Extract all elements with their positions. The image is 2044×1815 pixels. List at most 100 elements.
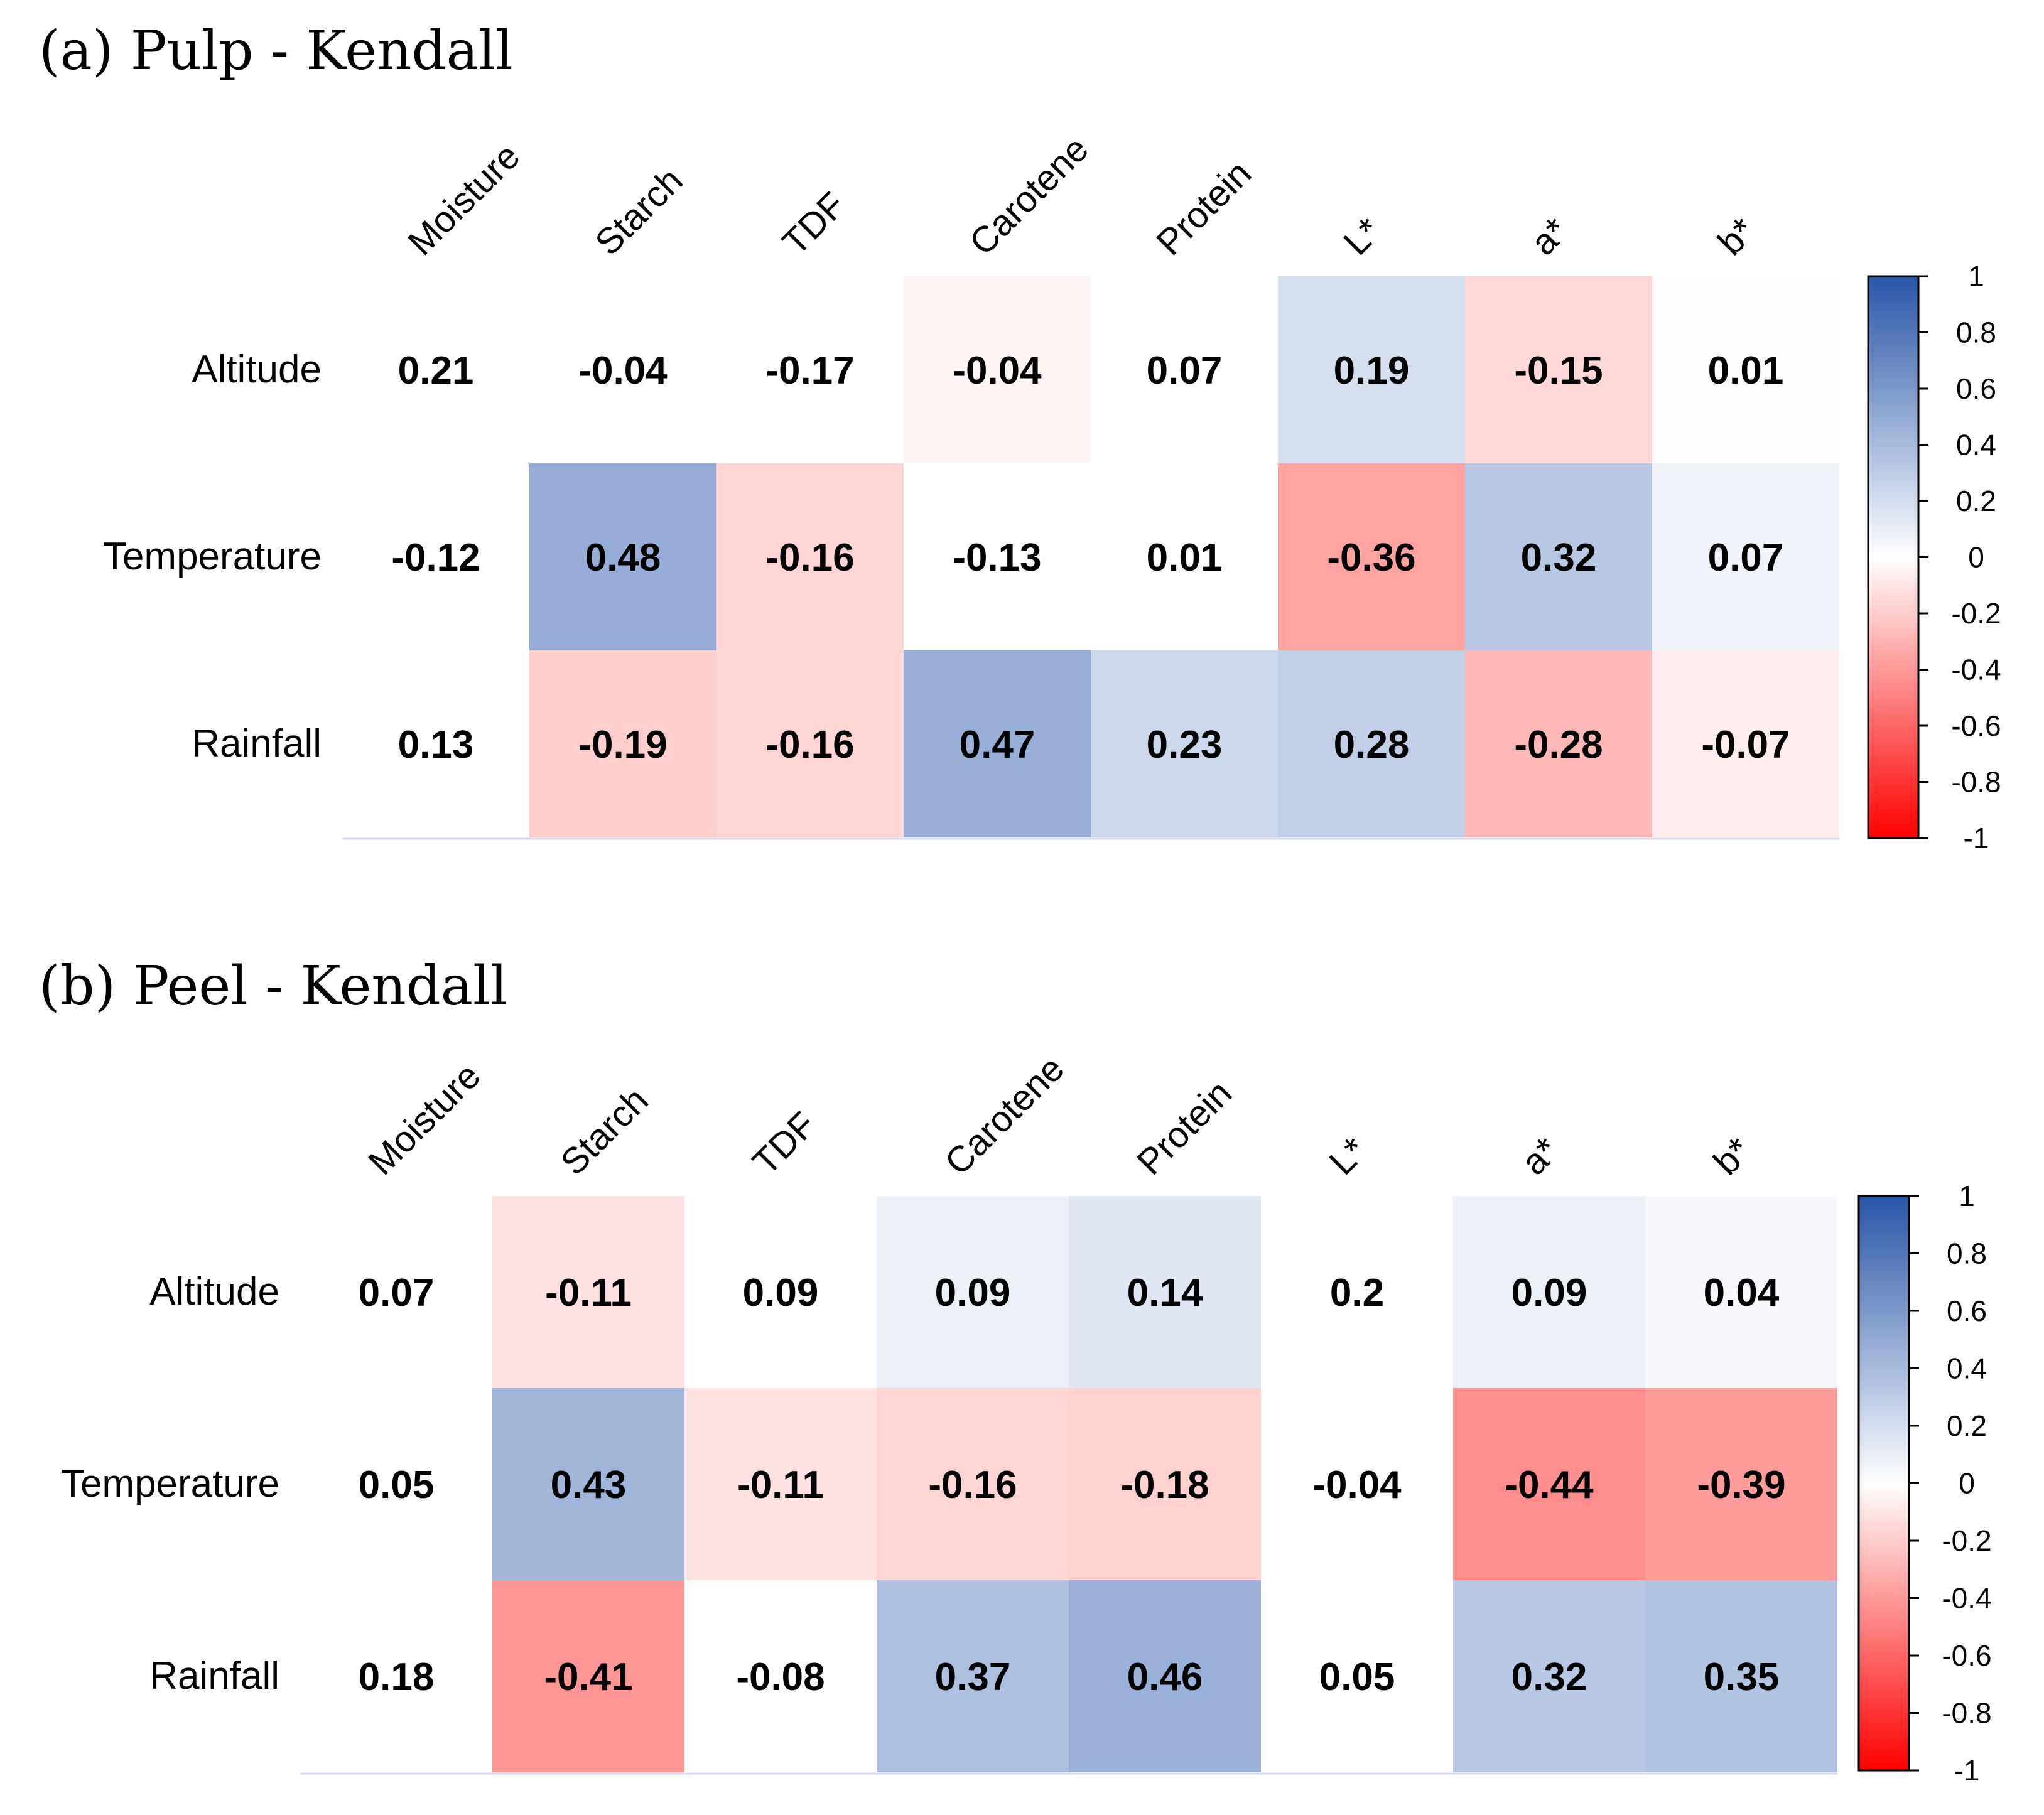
heatmap-cell — [1465, 463, 1652, 650]
colorbar-tick-label: 1 — [1968, 260, 1984, 293]
cell-value-label: -0.16 — [928, 1463, 1017, 1507]
heatmap-cell — [1453, 1580, 1645, 1772]
colorbar-tick-label: 0 — [1968, 541, 1984, 574]
cell-value-label: 0.32 — [1521, 536, 1597, 579]
heatmap-cell — [1645, 1580, 1837, 1772]
cell-value-label: 0.21 — [398, 349, 474, 392]
cell-value-label: 0.14 — [1127, 1271, 1203, 1315]
heatmap-cell — [1465, 276, 1652, 463]
heatmap-cell — [1453, 1196, 1645, 1388]
colorbar-tick-label: 0.6 — [1956, 372, 1996, 405]
heatmap-cell — [1645, 1388, 1837, 1580]
heatmap-cell — [1453, 1388, 1645, 1580]
column-label: Starch — [587, 160, 691, 264]
row-label: Altitude — [192, 348, 322, 391]
heatmap-cell — [1652, 650, 1839, 837]
heatmap-cell — [1069, 1388, 1261, 1580]
cell-value-label: 0.09 — [743, 1271, 819, 1315]
colorbar-tick-label: 0.8 — [1956, 316, 1996, 349]
heatmap-cell — [1652, 463, 1839, 650]
cell-value-label: -0.13 — [953, 536, 1041, 579]
cell-value-label: -0.41 — [544, 1656, 632, 1699]
cell-value-label: 0.2 — [1330, 1271, 1384, 1315]
heatmap-cell — [684, 1196, 877, 1388]
heatmap-cell — [1278, 650, 1465, 837]
cell-value-label: -0.11 — [737, 1463, 824, 1507]
cell-value-label: 0.43 — [551, 1463, 627, 1507]
cell-value-label: -0.16 — [765, 723, 854, 767]
colorbar-tick-label: 0.2 — [1947, 1409, 1987, 1442]
heatmap-cell — [877, 1388, 1069, 1580]
column-label: TDF — [745, 1104, 824, 1183]
heatmap-cell — [1069, 1580, 1261, 1772]
heatmap-cell — [1261, 1580, 1453, 1772]
cell-value-label: 0.13 — [398, 723, 474, 767]
cell-value-label: 0.01 — [1708, 349, 1784, 392]
column-label: b* — [1710, 210, 1763, 263]
heatmap-cell — [1652, 276, 1839, 463]
heatmap-cell — [492, 1196, 684, 1388]
cell-value-label: 0.09 — [935, 1271, 1011, 1315]
cell-value-label: 0.35 — [1704, 1656, 1780, 1699]
cell-value-label: -0.28 — [1514, 723, 1603, 767]
heatmap-cell — [716, 276, 904, 463]
cell-value-label: -0.15 — [1514, 349, 1603, 392]
heatmap-cell — [300, 1196, 492, 1388]
heatmap-cell — [342, 650, 529, 837]
panel-title: (b) Peel - Kendall — [39, 955, 507, 1018]
heatmap-cell — [492, 1388, 684, 1580]
cell-value-label: -0.04 — [953, 349, 1042, 392]
column-label: Protein — [1129, 1072, 1240, 1183]
cell-value-label: -0.44 — [1505, 1463, 1594, 1507]
panel-title: (a) Pulp - Kendall — [39, 19, 513, 82]
heatmap-cell — [300, 1388, 492, 1580]
cell-value-label: -0.08 — [736, 1656, 825, 1699]
heatmap-cell — [904, 463, 1091, 650]
heatmap-cell — [342, 463, 529, 650]
colorbar-tick-label: -0.6 — [1951, 709, 2001, 742]
cell-value-label: -0.04 — [578, 349, 668, 392]
cell-value-label: 0.46 — [1127, 1656, 1203, 1699]
column-label: Starch — [553, 1080, 656, 1183]
heatmap-cell — [300, 1580, 492, 1772]
heatmap-cell — [342, 276, 529, 463]
cell-value-label: 0.28 — [1334, 723, 1410, 767]
cell-value-label: -0.11 — [545, 1271, 632, 1315]
cell-value-label: 0.01 — [1147, 536, 1223, 579]
heatmap-cell — [1465, 650, 1652, 837]
row-label: Temperature — [103, 535, 322, 578]
colorbar-tick-label: -0.4 — [1951, 654, 2001, 686]
cell-value-label: 0.37 — [935, 1656, 1011, 1699]
colorbar-tick-label: -0.6 — [1942, 1639, 1991, 1672]
column-label: L* — [1336, 210, 1389, 263]
cell-value-label: -0.04 — [1312, 1463, 1402, 1507]
column-label: Carotene — [961, 129, 1096, 264]
cell-value-label: -0.39 — [1697, 1463, 1785, 1507]
cell-value-label: 0.05 — [359, 1463, 435, 1507]
cell-value-label: 0.04 — [1704, 1271, 1780, 1315]
heatmap-cell — [529, 276, 716, 463]
column-label: TDF — [774, 185, 853, 264]
cell-value-label: 0.23 — [1147, 723, 1223, 767]
heatmap-cell — [1278, 276, 1465, 463]
colorbar-tick-label: 0.8 — [1947, 1237, 1987, 1270]
cell-value-label: 0.47 — [960, 723, 1036, 767]
colorbar-tick-label: 0.2 — [1956, 485, 1996, 517]
heatmap-cell — [716, 650, 904, 837]
column-label: Carotene — [937, 1048, 1072, 1183]
heatmap-cell — [529, 650, 716, 837]
cell-value-label: -0.17 — [765, 349, 854, 392]
cell-value-label: 0.07 — [1708, 536, 1784, 579]
colorbar-tick-label: 0.4 — [1947, 1352, 1987, 1385]
cell-value-label: 0.05 — [1319, 1656, 1395, 1699]
colorbar-tick-label: -0.4 — [1942, 1582, 1991, 1615]
cell-value-label: -0.07 — [1701, 723, 1790, 767]
cell-value-label: 0.32 — [1511, 1656, 1587, 1699]
column-label: L* — [1321, 1129, 1375, 1183]
heatmap-cell — [1091, 650, 1278, 837]
cell-value-label: -0.12 — [391, 536, 480, 579]
column-label: b* — [1706, 1129, 1759, 1183]
column-label: Moisture — [360, 1055, 488, 1183]
